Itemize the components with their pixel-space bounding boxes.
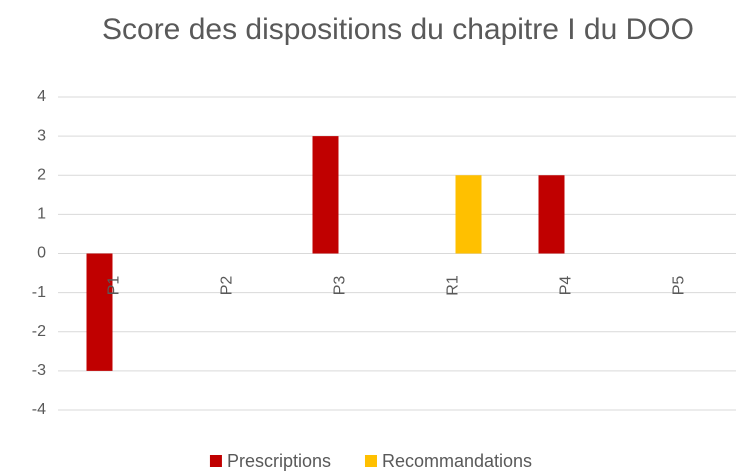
x-tick-label: P4 bbox=[558, 276, 575, 296]
legend-label: Recommandations bbox=[382, 451, 532, 471]
y-tick-label: -2 bbox=[32, 323, 46, 340]
y-tick-label: 2 bbox=[37, 166, 46, 183]
legend-label: Prescriptions bbox=[227, 451, 331, 471]
y-tick-label: 3 bbox=[37, 127, 46, 144]
legend-swatch bbox=[209, 455, 222, 467]
y-tick-label: -3 bbox=[32, 362, 46, 379]
y-tick-label: 0 bbox=[37, 245, 46, 262]
y-tick-label: -1 bbox=[32, 284, 46, 301]
chart-title: Score des dispositions du chapitre I du … bbox=[102, 13, 694, 46]
bar bbox=[86, 253, 113, 371]
x-tick-label: P1 bbox=[106, 276, 123, 296]
legend-swatch bbox=[364, 455, 377, 467]
x-tick-label: R1 bbox=[445, 275, 462, 296]
bar bbox=[455, 175, 482, 254]
x-tick-label: P3 bbox=[332, 276, 349, 296]
x-tick-label: P2 bbox=[219, 276, 236, 296]
y-tick-label: 4 bbox=[37, 88, 46, 105]
bar bbox=[538, 175, 565, 254]
y-tick-label: 1 bbox=[37, 206, 46, 223]
bar bbox=[312, 136, 339, 254]
x-tick-label: P5 bbox=[671, 276, 688, 296]
y-tick-label: -4 bbox=[32, 401, 46, 418]
